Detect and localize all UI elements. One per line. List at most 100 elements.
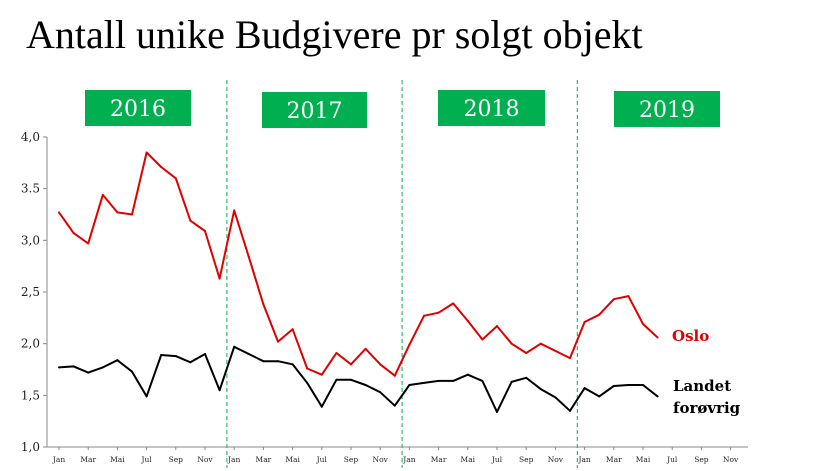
- landet-point: [364, 384, 367, 386]
- x-tick-label: Mai: [285, 455, 300, 464]
- landet-point: [233, 345, 236, 348]
- oslo-point: [423, 314, 425, 317]
- chart-title: Antall unike Budgivere pr solgt objekt: [26, 12, 643, 57]
- oslo-point: [466, 319, 469, 322]
- x-tick-label: Jul: [666, 455, 678, 464]
- year-label-2018: 2018: [464, 97, 520, 122]
- oslo-point: [452, 302, 455, 305]
- y-tick-label: 3,0: [21, 233, 40, 247]
- landet-point: [58, 366, 60, 369]
- oslo-point: [262, 303, 265, 306]
- x-tick-label: Nov: [197, 455, 213, 464]
- oslo-point: [364, 347, 367, 350]
- oslo-point: [656, 336, 659, 339]
- x-tick-label: Nov: [548, 455, 564, 464]
- landet-point: [393, 404, 396, 407]
- landet-series-label-line1: Landet: [673, 377, 731, 395]
- oslo-point: [642, 323, 644, 326]
- y-tick-label: 2,0: [21, 337, 40, 351]
- x-tick-label: Jul: [491, 455, 503, 464]
- oslo-point: [393, 374, 396, 377]
- landet-point: [306, 381, 309, 384]
- landet-point: [350, 378, 352, 381]
- oslo-point: [598, 313, 601, 316]
- landet-point: [525, 376, 528, 379]
- oslo-point: [379, 363, 382, 366]
- landet-point: [335, 378, 338, 381]
- landet-point: [452, 379, 455, 382]
- oslo-line: [58, 151, 659, 377]
- x-tick-label: Mai: [110, 455, 125, 464]
- year-box-2016: [85, 90, 191, 126]
- oslo-point: [583, 320, 586, 323]
- landet-point: [116, 359, 119, 362]
- year-box-2019: [614, 91, 720, 127]
- oslo-point: [437, 311, 440, 314]
- x-tick-label: Jan: [402, 455, 415, 464]
- x-tick-label: Jul: [140, 455, 152, 464]
- x-tick-label: Mar: [431, 455, 447, 464]
- series-lines: [58, 151, 659, 413]
- landet-point: [569, 409, 571, 412]
- year-box-2017: [262, 92, 367, 128]
- y-axis: 1,0 1,5 2,0 2,5 3,0 3.5 4,0: [21, 130, 47, 454]
- landet-point: [539, 388, 542, 391]
- landet-point: [554, 396, 557, 399]
- y-tick-label: 1,5: [21, 388, 40, 402]
- landet-point: [277, 360, 279, 363]
- year-dividers: [226, 80, 578, 468]
- x-tick-label: Sep: [519, 455, 534, 464]
- landet-point: [423, 381, 425, 384]
- landet-point: [379, 391, 382, 394]
- oslo-point: [496, 325, 498, 328]
- landet-point: [218, 389, 221, 392]
- landet-point: [145, 395, 148, 398]
- year-box-2018: [438, 90, 545, 126]
- x-tick-label: Sep: [169, 455, 184, 464]
- year-labels: 2016 2017 2018 2019: [85, 90, 720, 128]
- landet-series-label-line2: forøvrig: [673, 399, 741, 417]
- landet-point: [131, 370, 133, 373]
- landet-point: [598, 395, 601, 398]
- oslo-point: [627, 295, 630, 298]
- landet-point: [496, 410, 498, 413]
- oslo-point: [539, 342, 542, 345]
- landet-point: [481, 379, 484, 382]
- x-tick-label: Nov: [373, 455, 389, 464]
- oslo-point: [116, 211, 119, 214]
- x-tick-label: Jan: [577, 455, 590, 464]
- oslo-point: [218, 277, 221, 280]
- axes: [46, 137, 748, 448]
- landet-point: [72, 365, 75, 368]
- oslo-point: [160, 165, 163, 168]
- landet-point: [189, 361, 192, 364]
- x-tick-label: Jan: [227, 455, 240, 464]
- oslo-point: [525, 351, 528, 354]
- oslo-point: [174, 177, 177, 180]
- x-tick-label: Mar: [256, 455, 272, 464]
- landet-point: [583, 387, 586, 390]
- y-tick-label: 4,0: [21, 130, 40, 144]
- oslo-point: [204, 230, 206, 233]
- oslo-point: [131, 213, 133, 216]
- landet-point: [510, 380, 513, 383]
- oslo-point: [277, 340, 279, 343]
- oslo-point: [481, 338, 484, 341]
- landet-point: [642, 384, 644, 386]
- landet-point: [262, 360, 265, 363]
- x-axis: Jan Mar Mai Jul Sep Nov Jan Mar Mai Jul Sep Nov Jan M…: [52, 447, 739, 464]
- oslo-point: [335, 351, 338, 354]
- oslo-point: [233, 209, 236, 212]
- oslo-point: [145, 151, 148, 154]
- x-tick-label: Mai: [636, 455, 651, 464]
- oslo-point: [189, 219, 192, 222]
- y-tick-label: 1,0: [21, 440, 40, 454]
- oslo-point: [408, 343, 411, 346]
- x-tick-label: Mai: [461, 455, 476, 464]
- landet-point: [466, 373, 469, 376]
- oslo-point: [72, 232, 75, 235]
- landet-point: [174, 355, 177, 358]
- landet-point: [204, 353, 206, 355]
- landet-line: [58, 345, 659, 413]
- oslo-point: [101, 193, 104, 196]
